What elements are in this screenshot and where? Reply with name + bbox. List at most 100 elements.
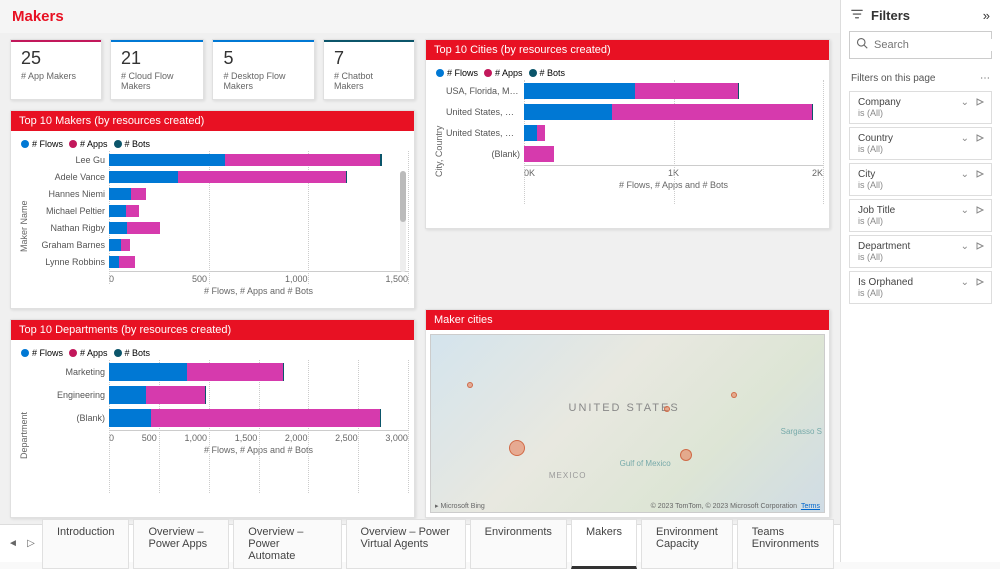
map-bubble[interactable] <box>731 392 737 398</box>
maker-cities-map[interactable]: Maker cities UNITED STATES Gulf of Mexic… <box>425 309 830 518</box>
bar-segment-bots[interactable] <box>346 171 347 183</box>
bar-segment-apps[interactable] <box>131 188 146 200</box>
bar-segment-flows[interactable] <box>109 188 131 200</box>
clear-filter-icon[interactable] <box>975 133 985 146</box>
tabs-next-button[interactable]: ▷ <box>22 532 40 556</box>
kpi-cards-row: 25 # App Makers21 # Cloud Flow Makers5 #… <box>10 39 415 100</box>
bar-segment-bots[interactable] <box>812 104 813 120</box>
page-tab[interactable]: Overview – Power Automate <box>233 519 341 569</box>
bar-row[interactable]: Marketing <box>31 361 408 383</box>
bar-segment-apps[interactable] <box>146 386 205 404</box>
chevron-down-icon[interactable]: ⌄ <box>961 205 969 218</box>
bar-segment-apps[interactable] <box>187 363 284 381</box>
bar-segment-apps[interactable] <box>178 171 346 183</box>
top-makers-chart[interactable]: Top 10 Makers (by resources created) # F… <box>10 110 415 309</box>
bar-row[interactable]: Lynne Robbins <box>31 254 408 270</box>
bar-segment-flows[interactable] <box>524 125 537 141</box>
filters-search[interactable] <box>849 31 992 59</box>
bar-row[interactable]: Adele Vance <box>31 169 408 185</box>
bar-row[interactable]: United States, Ne... <box>446 123 823 143</box>
map-bubble[interactable] <box>509 440 525 456</box>
page-tab[interactable]: Makers <box>571 519 637 569</box>
top-cities-chart[interactable]: Top 10 Cities (by resources created) # F… <box>425 39 830 229</box>
bar-row[interactable]: Michael Peltier <box>31 203 408 219</box>
bar-label: USA, Florida, Miami <box>446 86 524 96</box>
page-tab[interactable]: Introduction <box>42 519 129 569</box>
page-tab[interactable]: Environments <box>470 519 567 569</box>
page-tab[interactable]: Environment Capacity <box>641 519 733 569</box>
bar-segment-apps[interactable] <box>635 83 738 99</box>
kpi-card[interactable]: 7 # Chatbot Makers <box>323 39 415 100</box>
bar-segment-flows[interactable] <box>109 386 146 404</box>
map-bubble[interactable] <box>467 382 473 388</box>
filters-expand-button[interactable]: » <box>983 8 990 23</box>
chart-scrollbar[interactable] <box>400 171 406 272</box>
chevron-down-icon[interactable]: ⌄ <box>961 97 969 110</box>
map-bubble[interactable] <box>680 449 692 461</box>
bar-label: Engineering <box>31 390 109 400</box>
top-departments-chart[interactable]: Top 10 Departments (by resources created… <box>10 319 415 518</box>
page-tab[interactable]: Overview – Power Virtual Agents <box>346 519 466 569</box>
filter-card[interactable]: City is (All) ⌄ <box>849 163 992 196</box>
bar-segment-bots[interactable] <box>380 409 381 427</box>
kpi-card[interactable]: 5 # Desktop Flow Makers <box>212 39 315 100</box>
clear-filter-icon[interactable] <box>975 277 985 290</box>
page-tabs: ◄ ▷ IntroductionOverview – Power AppsOve… <box>0 524 840 562</box>
bar-segment-flows[interactable] <box>109 205 126 217</box>
kpi-card[interactable]: 25 # App Makers <box>10 39 102 100</box>
bar-segment-apps[interactable] <box>121 239 129 251</box>
chevron-down-icon[interactable]: ⌄ <box>961 277 969 290</box>
bar-segment-flows[interactable] <box>109 256 119 268</box>
bar-segment-apps[interactable] <box>612 104 811 120</box>
filter-card[interactable]: Country is (All) ⌄ <box>849 127 992 160</box>
bar-row[interactable]: Engineering <box>31 384 408 406</box>
bar-segment-flows[interactable] <box>109 222 127 234</box>
filter-card[interactable]: Is Orphaned is (All) ⌄ <box>849 271 992 304</box>
bar-segment-apps[interactable] <box>119 256 135 268</box>
bar-segment-bots[interactable] <box>380 154 382 166</box>
bar-segment-apps[interactable] <box>225 154 380 166</box>
bar-segment-flows[interactable] <box>524 104 612 120</box>
filters-section-menu[interactable]: ⋯ <box>980 73 990 84</box>
kpi-label: # Desktop Flow Makers <box>223 71 304 91</box>
page-tab[interactable]: Overview – Power Apps <box>133 519 229 569</box>
bar-segment-flows[interactable] <box>109 239 121 251</box>
bar-segment-apps[interactable] <box>524 146 554 162</box>
bar-row[interactable]: Lee Gu <box>31 152 408 168</box>
filter-card[interactable]: Department is (All) ⌄ <box>849 235 992 268</box>
bar-row[interactable]: Hannes Niemi <box>31 186 408 202</box>
chevron-down-icon[interactable]: ⌄ <box>961 241 969 254</box>
bar-row[interactable]: USA, Florida, Miami <box>446 81 823 101</box>
chevron-down-icon[interactable]: ⌄ <box>961 133 969 146</box>
bar-segment-flows[interactable] <box>109 171 178 183</box>
clear-filter-icon[interactable] <box>975 97 985 110</box>
bar-segment-bots[interactable] <box>738 83 739 99</box>
bar-row[interactable]: United States, Uta... <box>446 102 823 122</box>
map-terms-link[interactable]: Terms <box>801 503 820 510</box>
bar-segment-apps[interactable] <box>127 222 161 234</box>
clear-filter-icon[interactable] <box>975 169 985 182</box>
bar-row[interactable]: (Blank) <box>446 144 823 164</box>
bar-row[interactable]: (Blank) <box>31 407 408 429</box>
filters-search-input[interactable] <box>874 39 1000 51</box>
kpi-card[interactable]: 21 # Cloud Flow Makers <box>110 39 204 100</box>
bar-segment-apps[interactable] <box>537 125 546 141</box>
filter-card[interactable]: Job Title is (All) ⌄ <box>849 199 992 232</box>
bar-row[interactable]: Nathan Rigby <box>31 220 408 236</box>
bar-segment-flows[interactable] <box>109 409 151 427</box>
bar-segment-apps[interactable] <box>151 409 380 427</box>
tabs-prev-button[interactable]: ◄ <box>4 532 22 556</box>
bar-label: Lynne Robbins <box>31 257 109 267</box>
bar-segment-flows[interactable] <box>109 154 225 166</box>
bar-segment-bots[interactable] <box>283 363 284 381</box>
bar-row[interactable]: Graham Barnes <box>31 237 408 253</box>
map-canvas[interactable]: UNITED STATES Gulf of Mexico MEXICO Sarg… <box>430 334 825 513</box>
chevron-down-icon[interactable]: ⌄ <box>961 169 969 182</box>
page-tab[interactable]: Teams Environments <box>737 519 834 569</box>
clear-filter-icon[interactable] <box>975 205 985 218</box>
clear-filter-icon[interactable] <box>975 241 985 254</box>
bar-segment-flows[interactable] <box>109 363 187 381</box>
bar-segment-apps[interactable] <box>126 205 139 217</box>
filter-card[interactable]: Company is (All) ⌄ <box>849 91 992 124</box>
bar-segment-flows[interactable] <box>524 83 635 99</box>
